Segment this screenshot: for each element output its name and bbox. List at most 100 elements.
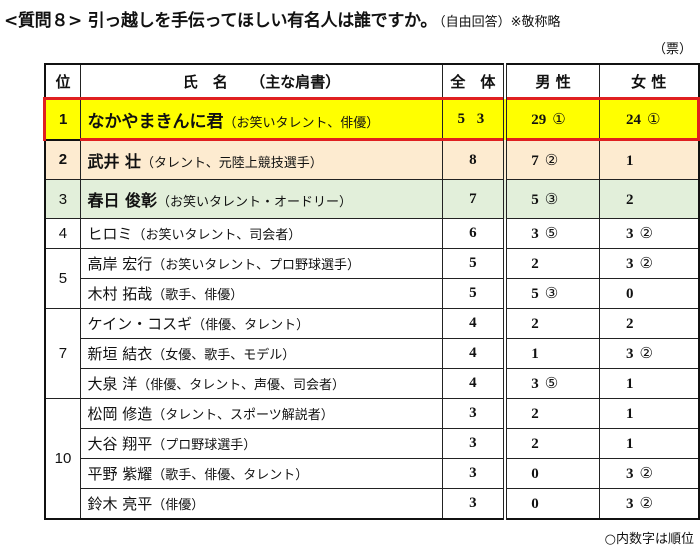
male-rank-badge: ⑤	[544, 224, 559, 242]
celebrity-name: 高岸 宏行	[87, 255, 153, 273]
celebrity-role: （プロ野球選手）	[152, 438, 257, 453]
total-cell: 4	[441, 308, 508, 339]
celebrity-name: 春日 俊彰	[87, 191, 158, 210]
female-cell: 1	[599, 398, 699, 429]
question-title: <質問８> 引っ越しを手伝ってほしい有名人は誰ですか。 （自由回答）※敬称略	[4, 6, 561, 31]
male-votes: 2	[531, 436, 539, 452]
male-cell: 29 ①	[504, 97, 601, 141]
male-rank-badge: ①	[552, 109, 566, 128]
female-rank-badge: ①	[647, 109, 661, 128]
header-name: 氏 名 （主な肩書）	[80, 63, 443, 99]
celebrity-role: （歌手、俳優、タレント）	[152, 468, 309, 483]
table-row: 7 ケイン・コスギ（俳優、タレント） 4 2 2	[43, 308, 699, 399]
rank-cell: 1	[42, 97, 82, 141]
male-votes: 2	[531, 406, 539, 422]
celebrity-name: 大泉 洋	[87, 375, 138, 393]
male-votes: 5	[531, 286, 539, 302]
female-cell: 2	[599, 179, 699, 219]
name-cell: 新垣 結衣（女優、歌手、モデル）	[80, 338, 443, 369]
female-cell: 1	[599, 368, 699, 399]
celebrity-name: 木村 拓哉	[87, 285, 153, 303]
header-male: 男 性	[504, 63, 601, 99]
female-votes: 0	[626, 286, 634, 302]
male-rank-badge: ③	[544, 189, 559, 208]
female-votes: 2	[626, 191, 634, 208]
female-votes: 1	[626, 152, 634, 169]
total-cell: 3	[441, 488, 508, 520]
female-votes: 1	[626, 436, 634, 452]
female-votes: 24	[626, 111, 642, 128]
name-cell: 大谷 翔平（プロ野球選手）	[80, 428, 443, 459]
male-cell: 2	[504, 308, 601, 339]
celebrity-role: （俳優、タレント）	[192, 318, 310, 333]
name-cell: 木村 拓哉（歌手、俳優）	[80, 278, 443, 309]
male-votes: 3	[531, 376, 539, 392]
header-female: 女 性	[599, 63, 699, 99]
female-cell: 1	[599, 139, 699, 180]
name-cell: 大泉 洋（俳優、タレント、声優、司会者）	[80, 368, 443, 399]
celebrity-role: （俳優）	[152, 498, 205, 513]
male-votes: 0	[531, 466, 539, 482]
name-cell: 高岸 宏行（お笑いタレント、プロ野球選手）	[80, 248, 443, 279]
name-cell: 鈴木 亮平（俳優）	[80, 488, 443, 520]
celebrity-name: 平野 紫耀	[87, 465, 153, 483]
question-title-sub: （自由回答）※敬称略	[439, 15, 561, 30]
name-cell: 武井 壮（タレント、元陸上競技選手）	[80, 139, 443, 180]
celebrity-role: （俳優、タレント、声優、司会者）	[137, 378, 345, 393]
rank-cell: 3	[43, 179, 82, 219]
celebrity-role: （お笑いタレント、俳優）	[223, 115, 380, 131]
female-cell: 1	[599, 428, 699, 459]
male-votes: 5	[531, 191, 539, 208]
female-votes: 3	[626, 346, 634, 362]
name-cell: 平野 紫耀（歌手、俳優、タレント）	[80, 458, 443, 489]
celebrity-name: 松岡 修造	[87, 405, 153, 423]
celebrity-name: なかやまきんに君	[87, 111, 224, 132]
name-cell: ヒロミ（お笑いタレント、司会者）	[80, 218, 443, 249]
total-cell: 3	[441, 428, 508, 459]
total-cell: 4	[441, 368, 508, 399]
total-cell: 5 3	[441, 97, 508, 141]
celebrity-role: （お笑いタレント、司会者）	[132, 228, 302, 243]
female-votes: 3	[626, 226, 634, 242]
female-votes: 3	[626, 256, 634, 272]
male-votes: 2	[531, 256, 539, 272]
footnote: ○内数字は順位	[604, 532, 694, 547]
male-cell: 2	[504, 428, 601, 459]
female-cell: 2	[599, 308, 699, 339]
total-cell: 4	[441, 338, 508, 369]
male-votes: 7	[531, 152, 539, 169]
male-cell: 2	[504, 398, 601, 429]
celebrity-name: ヒロミ	[87, 225, 133, 243]
rank-cell: 5	[43, 248, 82, 309]
female-rank-badge: ②	[639, 224, 653, 242]
female-rank-badge: ②	[639, 344, 653, 362]
total-cell: 5	[441, 278, 508, 309]
header-rank: 位	[43, 63, 82, 99]
female-votes: 3	[626, 466, 634, 482]
total-cell: 8	[441, 139, 508, 180]
celebrity-role: （タレント、元陸上競技選手）	[141, 156, 323, 171]
celebrity-role: （お笑いタレント・オードリー）	[157, 195, 353, 210]
rank-cell: 2	[43, 139, 82, 180]
female-rank-badge: ②	[639, 494, 653, 512]
ranking-table: 位 氏 名 （主な肩書） 全 体 男 性 女 性 1 なかやまきんに君（お笑いタ…	[42, 63, 700, 520]
rank-cell: 7	[43, 308, 82, 399]
celebrity-name: 大谷 翔平	[87, 435, 153, 453]
celebrity-role: （タレント、スポーツ解説者）	[152, 408, 334, 423]
male-votes: 0	[531, 496, 539, 512]
female-votes: 1	[626, 376, 634, 392]
celebrity-name: 新垣 結衣	[87, 345, 153, 363]
female-rank-badge: ②	[639, 254, 653, 272]
